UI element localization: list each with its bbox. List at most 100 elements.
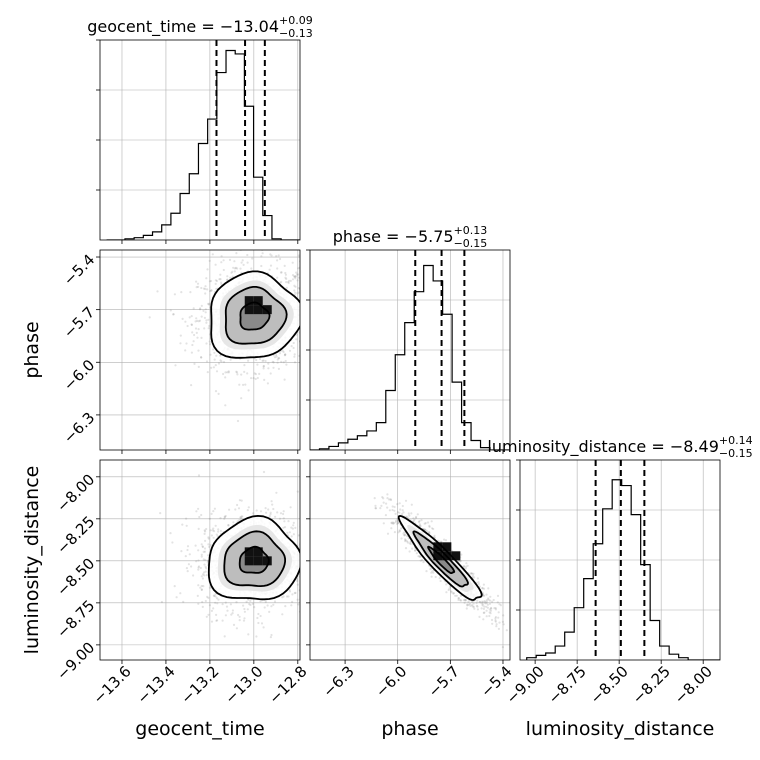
- panel-frame: [309, 249, 511, 451]
- sample-point: [459, 560, 462, 563]
- sample-point: [241, 515, 244, 518]
- sample-point: [282, 510, 285, 513]
- sample-point: [203, 529, 206, 532]
- sample-point: [251, 512, 255, 515]
- sample-point: [285, 281, 288, 284]
- sample-point: [210, 289, 213, 292]
- sample-point: [303, 332, 305, 334]
- sample-point: [405, 515, 408, 518]
- sample-point: [419, 555, 422, 559]
- sample-point: [392, 522, 395, 525]
- sample-point: [276, 276, 279, 279]
- sample-point: [291, 278, 295, 281]
- sample-point: [319, 599, 321, 601]
- sample-point: [184, 555, 187, 558]
- sample-point: [290, 535, 293, 538]
- sample-point: [301, 562, 303, 564]
- sample-point: [257, 621, 260, 625]
- sample-point: [213, 507, 216, 510]
- sample-point: [424, 528, 427, 531]
- density-peak-cell: [262, 556, 272, 566]
- sample-point: [293, 353, 296, 356]
- sample-point: [463, 601, 466, 604]
- sample-point: [421, 558, 424, 561]
- sample-point: [210, 620, 214, 623]
- sample-point: [205, 567, 208, 570]
- sample-point: [496, 601, 499, 604]
- sample-point: [293, 275, 296, 278]
- sample-point: [398, 530, 401, 533]
- sample-point: [399, 527, 403, 530]
- sample-point: [321, 535, 323, 537]
- sample-point: [201, 545, 204, 548]
- sample-point: [235, 627, 238, 630]
- sample-point: [259, 614, 262, 618]
- sample-point: [254, 373, 257, 376]
- sample-point: [198, 308, 202, 311]
- sample-point: [397, 531, 400, 534]
- sample-point: [215, 613, 218, 617]
- sample-point: [476, 605, 479, 608]
- sample-point: [227, 523, 230, 527]
- sample-point: [312, 329, 314, 331]
- sample-point: [231, 275, 234, 278]
- sample-point: [409, 542, 412, 546]
- sample-point: [267, 508, 270, 511]
- sample-point: [292, 341, 295, 345]
- sample-point: [272, 507, 275, 511]
- sample-point: [232, 266, 235, 269]
- sample-point: [228, 258, 232, 261]
- sample-point: [425, 570, 428, 573]
- sample-point: [302, 546, 304, 548]
- contour-level-1: [224, 286, 288, 345]
- sample-point: [311, 547, 313, 549]
- sample-point: [498, 603, 501, 606]
- sample-point: [204, 530, 207, 533]
- sample-point: [301, 343, 303, 345]
- sample-point: [305, 550, 307, 552]
- sample-point: [204, 287, 207, 291]
- sample-point: [204, 558, 207, 562]
- x-tick-label-phase: −5.7: [425, 662, 463, 700]
- sample-point: [388, 498, 391, 501]
- sample-point: [211, 253, 214, 256]
- sample-point: [302, 305, 304, 307]
- sample-point: [279, 271, 283, 274]
- sample-point: [272, 603, 275, 606]
- sample-point: [205, 277, 208, 280]
- sample-point: [502, 623, 505, 626]
- sample-point: [438, 577, 441, 580]
- sample-point: [318, 303, 320, 305]
- sample-point: [304, 549, 306, 551]
- sample-point: [278, 517, 282, 520]
- sample-point: [197, 527, 200, 531]
- sample-point: [517, 649, 519, 651]
- sample-point: [477, 582, 480, 586]
- sample-point: [156, 290, 159, 293]
- sample-point: [403, 534, 406, 537]
- sample-point: [308, 303, 310, 305]
- sample-point: [408, 550, 411, 553]
- sample-point: [205, 319, 208, 322]
- sample-point: [404, 533, 407, 536]
- x-tick-label-geocent_time: −13.2: [177, 662, 222, 707]
- sample-point: [297, 267, 300, 270]
- sample-point: [220, 360, 223, 363]
- sample-point: [308, 566, 310, 568]
- sample-point: [172, 313, 175, 316]
- sample-point: [291, 261, 294, 264]
- sample-point: [329, 320, 331, 322]
- sample-point: [484, 602, 487, 605]
- sample-point: [255, 358, 258, 362]
- sample-point: [404, 538, 407, 541]
- sample-point: [304, 285, 306, 287]
- contour-level-2: [210, 270, 300, 359]
- sample-point: [482, 611, 485, 615]
- sample-point: [240, 397, 243, 400]
- sample-point: [420, 519, 423, 522]
- sample-point: [220, 281, 223, 284]
- sample-point: [235, 601, 238, 604]
- sample-point: [207, 303, 211, 306]
- sample-point: [389, 498, 392, 501]
- sample-point: [227, 370, 230, 373]
